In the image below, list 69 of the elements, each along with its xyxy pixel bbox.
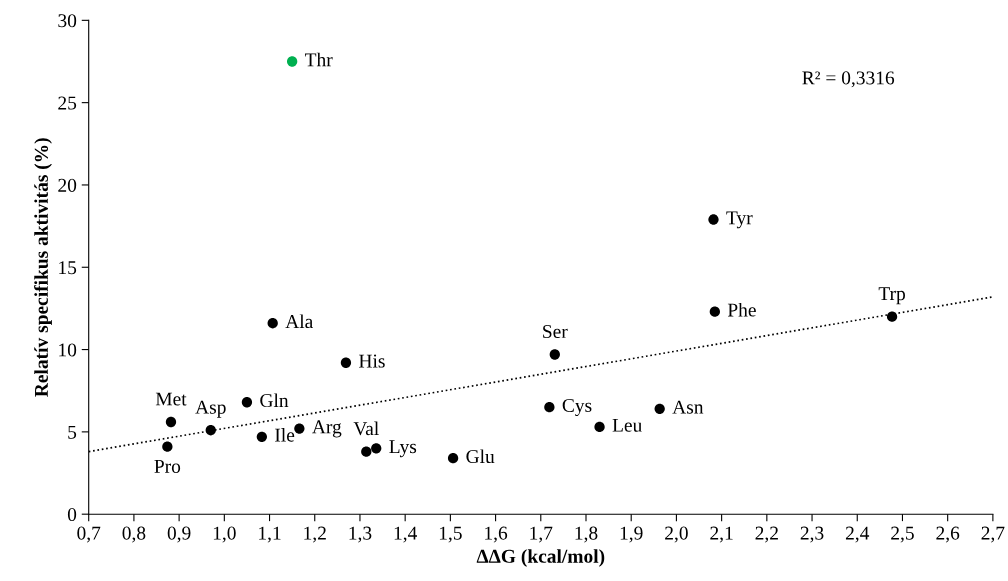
point xyxy=(294,423,305,434)
x-tick-label: 1,4 xyxy=(394,526,418,543)
y-tick-label: 25 xyxy=(58,96,77,110)
x-axis-title: ΔΔG (kcal/mol) xyxy=(476,549,605,567)
y-axis-title: Relatív specifikus aktivitás (%) xyxy=(34,138,52,397)
annotation: Arg xyxy=(312,420,342,438)
y-tick-label: 30 xyxy=(58,14,77,28)
y-tick-label: 0 xyxy=(67,508,77,522)
annotation: Asp xyxy=(195,400,226,418)
annotation: Cys xyxy=(562,398,592,416)
x-tick-label: 2,4 xyxy=(845,526,870,543)
x-tick-label: 2,1 xyxy=(710,526,733,543)
annotation: Glu xyxy=(466,449,495,464)
annotation: Lys xyxy=(389,440,417,458)
annotation: Ala xyxy=(285,314,314,329)
x-tick-label: 1,8 xyxy=(575,526,598,543)
x-tick-label: 2,6 xyxy=(936,526,960,543)
point xyxy=(709,306,720,317)
point xyxy=(708,214,719,225)
annotation: Thr xyxy=(305,52,333,67)
y-tick-label: 20 xyxy=(58,178,77,192)
annotation: Tyr xyxy=(726,211,753,229)
annotation: Pro xyxy=(154,459,181,473)
point xyxy=(544,402,555,413)
x-tick-label: 1,3 xyxy=(349,526,372,543)
x-tick-label: 0,7 xyxy=(77,526,101,543)
annotation: Gln xyxy=(260,393,289,408)
annotation: His xyxy=(359,354,385,368)
x-tick-label: 1,6 xyxy=(485,526,508,543)
point xyxy=(162,441,173,452)
point xyxy=(241,397,253,408)
x-tick-label: 1,0 xyxy=(213,526,236,543)
x-tick-label: 2,5 xyxy=(891,526,914,543)
point xyxy=(256,431,267,442)
x-tick-label: 1,1 xyxy=(259,526,281,543)
x-tick-label: 1,9 xyxy=(620,526,643,543)
x-tick-label: 1,7 xyxy=(530,526,553,543)
point xyxy=(371,443,382,454)
point xyxy=(447,453,459,464)
x-tick-label: 2,2 xyxy=(755,526,778,543)
point xyxy=(267,318,278,329)
annotation: Leu xyxy=(612,418,642,432)
y-tick-label: 5 xyxy=(68,425,77,439)
x-tick-label: 1,5 xyxy=(439,526,462,543)
point xyxy=(594,421,605,433)
point xyxy=(340,357,352,368)
annotation: R² = 0,3316 xyxy=(802,71,895,88)
annotation: Met xyxy=(155,392,187,406)
x-tick-label: 2,3 xyxy=(800,526,824,543)
point xyxy=(549,349,560,360)
point xyxy=(205,425,216,436)
annotation: Val xyxy=(353,421,379,436)
point xyxy=(361,446,372,457)
x-tick-label: 2,0 xyxy=(665,526,688,543)
x-tick-label: 2,7 xyxy=(981,526,1005,543)
annotation: Ile xyxy=(275,428,295,442)
point xyxy=(286,56,298,67)
point xyxy=(165,416,177,428)
x-tick-label: 1,2 xyxy=(304,526,326,543)
point xyxy=(886,311,898,322)
annotation: Trp xyxy=(878,287,905,305)
annotation: Ser xyxy=(543,324,568,339)
x-tick-label: 0,8 xyxy=(122,526,146,543)
x-tick-label: 0,9 xyxy=(167,526,191,543)
y-tick-label: 15 xyxy=(59,261,77,275)
y-tick-label: 10 xyxy=(59,343,77,357)
point xyxy=(654,403,665,414)
annotation: Phe xyxy=(727,302,756,317)
annotation: Asn xyxy=(672,400,704,414)
